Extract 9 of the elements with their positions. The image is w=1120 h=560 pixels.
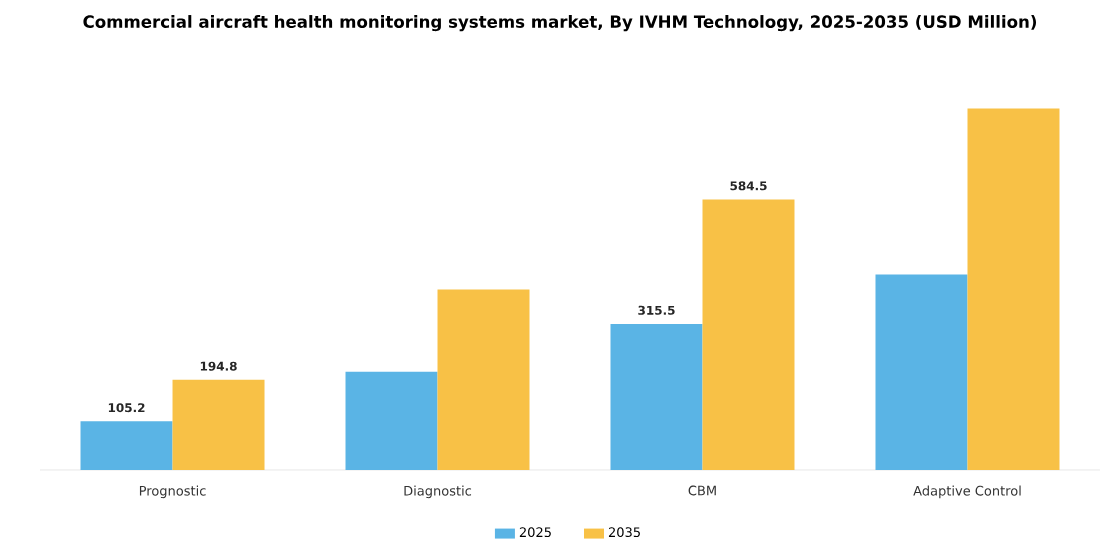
bar xyxy=(875,274,968,470)
bar xyxy=(610,323,703,470)
bar xyxy=(967,108,1060,470)
bar xyxy=(172,379,265,470)
chart-title: Commercial aircraft health monitoring systems market, By IVHM Technology, 2025-2035 (USD Million) xyxy=(83,15,1037,32)
bar xyxy=(80,421,173,470)
bar xyxy=(437,289,530,470)
bar xyxy=(702,199,795,470)
bar xyxy=(345,371,438,470)
